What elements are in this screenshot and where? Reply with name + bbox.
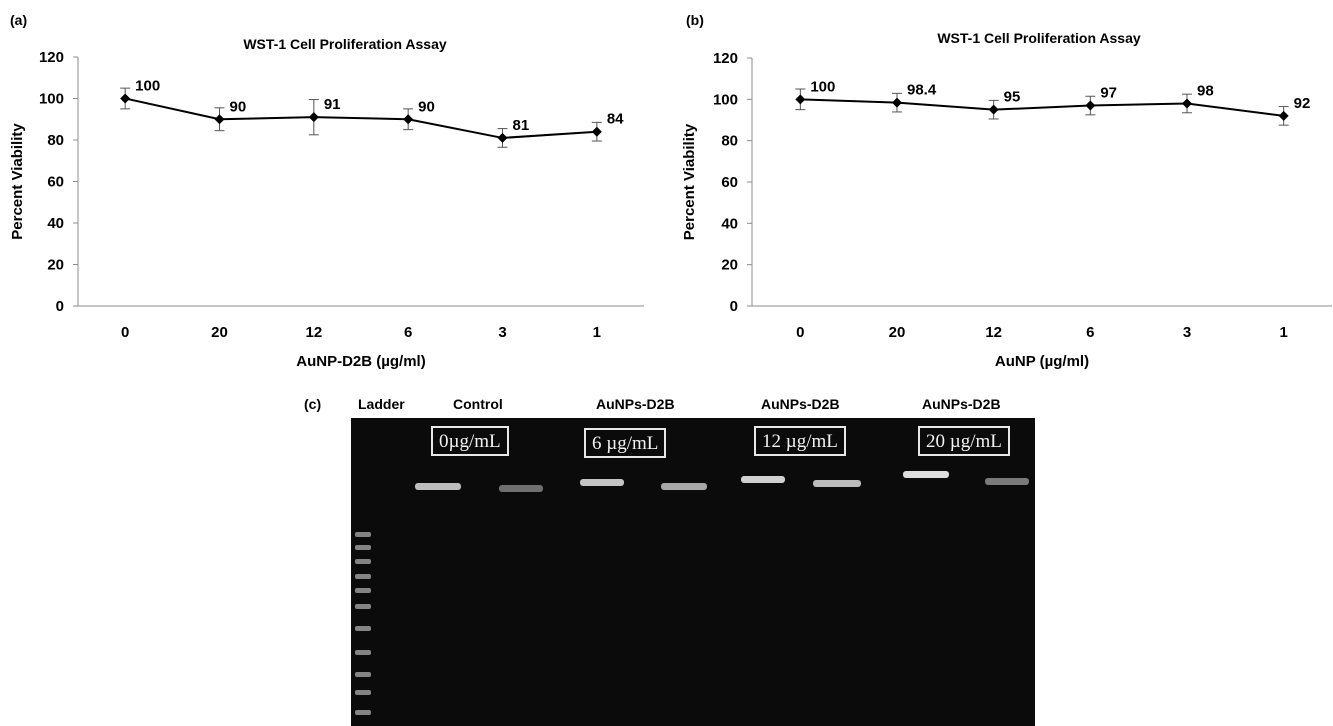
ladder-band <box>355 532 371 537</box>
gel-band <box>903 471 949 478</box>
data-label: 91 <box>324 96 341 113</box>
data-point <box>497 132 508 143</box>
ladder-band <box>355 690 371 695</box>
data-point <box>988 104 999 115</box>
x-tick-label: 12 <box>985 324 1002 341</box>
data-label: 97 <box>1100 85 1117 102</box>
chart-a: WST-1 Cell Proliferation Assay0204060801… <box>9 36 644 370</box>
data-point <box>308 112 319 123</box>
gel-header-group2: AuNPs-D2B <box>761 396 840 412</box>
data-point <box>795 94 806 105</box>
ladder-band <box>355 559 371 564</box>
chart-b: WST-1 Cell Proliferation Assay0204060801… <box>681 30 1332 370</box>
y-tick-label: 80 <box>721 133 738 150</box>
gel-band <box>985 478 1029 485</box>
x-axis-title: AuNP-D2B (µg/ml) <box>296 353 425 370</box>
x-tick-label: 20 <box>889 324 906 341</box>
data-label: 90 <box>230 98 247 115</box>
panel-label-c: (c) <box>304 396 322 412</box>
y-tick-label: 80 <box>47 132 64 149</box>
x-tick-label: 6 <box>1086 324 1094 341</box>
data-label: 100 <box>135 78 160 95</box>
series-line <box>800 98 1284 117</box>
data-label: 98.4 <box>907 82 937 99</box>
y-tick-label: 0 <box>730 298 738 315</box>
gel-conc-box-3: 20 µg/mL <box>918 426 1010 456</box>
y-tick-label: 0 <box>56 298 64 315</box>
data-point <box>120 93 131 104</box>
gel-image: 0µg/mL 6 µg/mL 12 µg/mL 20 µg/mL <box>351 418 1035 726</box>
data-point <box>214 114 225 125</box>
x-tick-label: 3 <box>498 324 506 341</box>
x-tick-label: 0 <box>796 324 804 341</box>
data-label: 92 <box>1294 95 1311 112</box>
y-tick-label: 100 <box>713 91 738 108</box>
ladder-band <box>355 588 371 593</box>
data-label: 90 <box>418 98 435 115</box>
y-tick-label: 120 <box>713 50 738 67</box>
x-tick-label: 6 <box>404 324 412 341</box>
data-label: 81 <box>513 117 530 134</box>
chart-title: WST-1 Cell Proliferation Assay <box>243 36 447 52</box>
y-axis-title: Percent Viability <box>9 123 26 240</box>
y-tick-label: 20 <box>47 257 64 274</box>
gel-header-group3: AuNPs-D2B <box>922 396 1001 412</box>
ladder-band <box>355 545 371 550</box>
gel-conc-box-1: 6 µg/mL <box>584 428 667 458</box>
x-axis-title: AuNP (µg/ml) <box>995 353 1089 370</box>
gel-band <box>661 483 707 490</box>
chart-title: WST-1 Cell Proliferation Assay <box>937 30 1141 46</box>
y-tick-label: 60 <box>47 174 64 191</box>
data-point <box>403 114 414 125</box>
gel-header-control: Control <box>453 396 503 412</box>
panel-label-a: (a) <box>10 12 28 28</box>
y-tick-label: 40 <box>47 215 64 232</box>
data-point <box>1182 98 1192 109</box>
y-tick-label: 120 <box>39 49 64 66</box>
gel-band <box>813 480 861 487</box>
x-tick-label: 12 <box>305 324 322 341</box>
ladder-band <box>355 672 371 677</box>
y-tick-label: 20 <box>721 257 738 274</box>
ladder-band <box>355 574 371 579</box>
data-label: 84 <box>607 111 624 128</box>
panel-label-b: (b) <box>686 12 704 28</box>
y-axis-title: Percent Viability <box>681 123 698 240</box>
gel-band <box>499 485 543 492</box>
gel-band <box>580 479 624 486</box>
gel-conc-box-2: 12 µg/mL <box>754 426 846 456</box>
data-point <box>591 126 602 137</box>
ladder-band <box>355 710 371 715</box>
data-label: 95 <box>1004 89 1021 106</box>
gel-header-ladder: Ladder <box>358 396 405 412</box>
x-tick-label: 1 <box>1279 324 1287 341</box>
data-point <box>1278 110 1289 121</box>
ladder-band <box>355 604 371 609</box>
x-tick-label: 3 <box>1183 324 1191 341</box>
data-label: 98 <box>1197 82 1214 99</box>
gel-header-group1: AuNPs-D2B <box>596 396 675 412</box>
x-tick-label: 1 <box>593 324 601 341</box>
series-line <box>124 97 597 139</box>
y-tick-label: 60 <box>721 174 738 191</box>
data-point <box>1085 100 1096 111</box>
y-tick-label: 100 <box>39 91 64 108</box>
data-label: 100 <box>810 78 835 95</box>
y-tick-label: 40 <box>721 215 738 232</box>
x-tick-label: 0 <box>121 324 129 341</box>
data-point <box>892 97 902 108</box>
x-tick-label: 20 <box>211 324 228 341</box>
gel-conc-box-0: 0µg/mL <box>431 426 509 456</box>
gel-band <box>741 476 785 483</box>
ladder-band <box>355 626 371 631</box>
gel-band <box>415 483 461 490</box>
ladder-band <box>355 650 371 655</box>
